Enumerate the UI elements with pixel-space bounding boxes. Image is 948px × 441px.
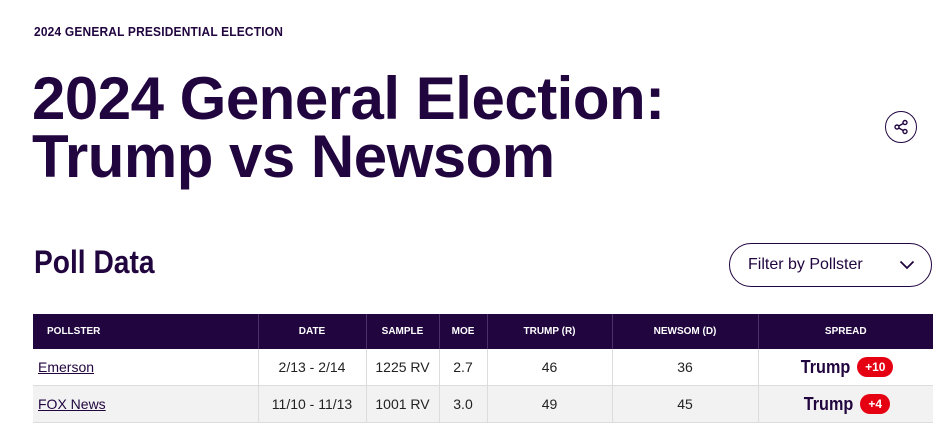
cell-trump: 46 [487,349,613,386]
chevron-down-icon [899,260,915,270]
cell-date: 11/10 - 11/13 [258,385,367,423]
eyebrow-label: 2024 GENERAL PRESIDENTIAL ELECTION [34,24,284,39]
cell-newsom: 45 [612,385,759,423]
page-title-line-1: 2024 General Election: [32,65,665,132]
spread: Trump +10 [798,356,894,378]
column-header-spread[interactable]: SPREAD [758,314,933,349]
spread-leader: Trump [800,356,851,377]
page-title-line-2: Trump vs Newsom [32,123,555,190]
filter-by-pollster-dropdown[interactable]: Filter by Pollster [729,243,932,287]
table-row: Emerson 2/13 - 2/14 1225 RV 2.7 46 36 Tr… [33,349,933,386]
cell-spread: Trump +4 [758,385,933,423]
spread-leader: Trump [804,393,854,414]
cell-trump: 49 [487,385,613,423]
pollster-link[interactable]: Emerson [38,359,95,375]
cell-sample: 1001 RV [366,385,440,423]
spread-badge: +10 [857,357,894,377]
table-row: FOX News 11/10 - 11/13 1001 RV 3.0 49 45… [33,385,933,423]
share-button[interactable] [885,111,917,143]
column-header-moe[interactable]: MOE [439,314,488,349]
column-header-trump[interactable]: TRUMP (R) [487,314,613,349]
poll-data-table: POLLSTER DATE SAMPLE MOE TRUMP (R) NEWSO… [33,314,933,423]
spread-badge: +4 [860,394,891,414]
column-header-sample[interactable]: SAMPLE [366,314,440,349]
share-icon [894,119,908,135]
column-header-date[interactable]: DATE [258,314,367,349]
cell-moe: 2.7 [439,349,488,386]
cell-pollster: FOX News [33,385,259,423]
cell-sample: 1225 RV [366,349,440,386]
cell-newsom: 36 [612,349,759,386]
page-title: 2024 General Election: Trump vs Newsom [32,65,665,190]
column-header-pollster[interactable]: POLLSTER [33,314,259,349]
filter-label: Filter by Pollster [748,256,863,273]
section-title-poll-data: Poll Data [34,244,155,280]
cell-spread: Trump +10 [758,349,933,386]
table-header-row: POLLSTER DATE SAMPLE MOE TRUMP (R) NEWSO… [33,314,933,349]
cell-pollster: Emerson [33,349,259,386]
cell-date: 2/13 - 2/14 [258,349,367,386]
cell-moe: 3.0 [439,385,488,423]
spread: Trump +4 [801,393,891,415]
pollster-link[interactable]: FOX News [38,396,106,412]
column-header-newsom[interactable]: NEWSOM (D) [612,314,759,349]
